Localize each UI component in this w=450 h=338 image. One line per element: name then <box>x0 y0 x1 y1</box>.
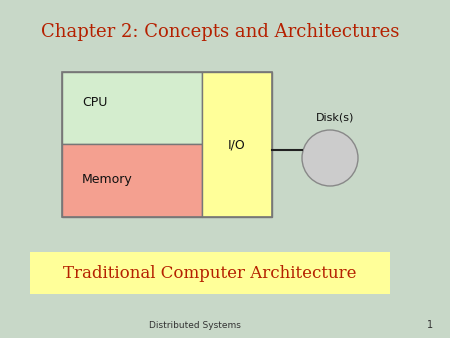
Text: Distributed Systems: Distributed Systems <box>149 320 241 330</box>
FancyBboxPatch shape <box>202 72 272 217</box>
FancyBboxPatch shape <box>62 144 202 217</box>
Text: I/O: I/O <box>228 138 246 151</box>
Circle shape <box>302 130 358 186</box>
FancyBboxPatch shape <box>62 72 202 144</box>
Text: Chapter 2: Concepts and Architectures: Chapter 2: Concepts and Architectures <box>41 23 399 41</box>
Text: Disk(s): Disk(s) <box>316 112 354 122</box>
FancyBboxPatch shape <box>30 252 390 294</box>
Text: Memory: Memory <box>82 173 133 187</box>
Text: Traditional Computer Architecture: Traditional Computer Architecture <box>63 265 357 282</box>
Text: CPU: CPU <box>82 96 108 108</box>
Text: 1: 1 <box>427 320 433 330</box>
